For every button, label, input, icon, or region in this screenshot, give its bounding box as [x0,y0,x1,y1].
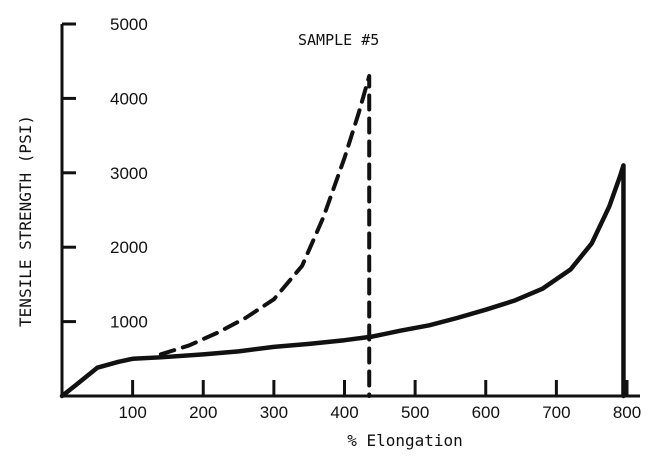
dashed-series-line [158,74,372,398]
solid-series-line [59,163,626,399]
x-tick-label: 600 [472,403,500,422]
y-tick-label: 3000 [110,164,148,183]
chart-title: SAMPLE #5 [298,31,379,49]
y-tick-label: 5000 [110,15,148,34]
x-tick-label: 700 [542,403,570,422]
y-tick-label: 1000 [110,313,148,332]
y-axis-label: TENSILE STRENGTH (PSI) [16,115,35,327]
x-tick-label: 800 [613,403,641,422]
x-tick-label: 300 [260,403,288,422]
x-tick-label: 200 [189,403,217,422]
x-tick-label: 400 [330,403,358,422]
x-tick-label: 100 [118,403,146,422]
y-tick-label: 2000 [110,238,148,257]
tick-group: 100 200 300 400 500 600 700 800 1000 2000 3000 4000… [62,15,641,422]
plot-area [59,74,626,399]
y-tick-label: 4000 [110,89,148,108]
x-tick-label: 500 [401,403,429,422]
x-axis-label: % Elongation [347,431,463,450]
